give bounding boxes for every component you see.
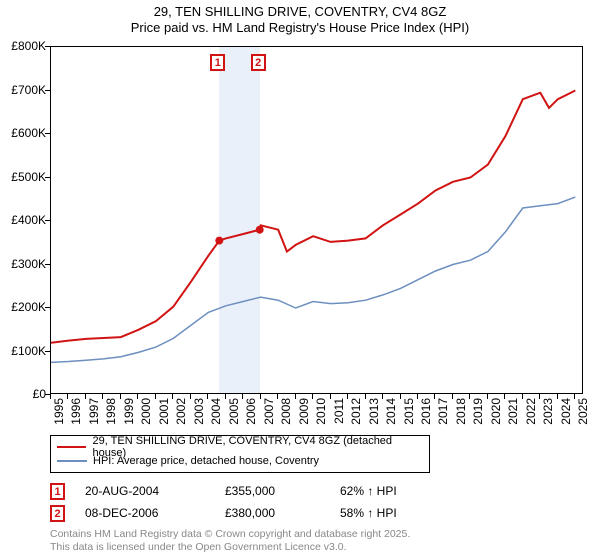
x-tick-label: 2012	[349, 398, 363, 428]
y-tick-label: £500K	[11, 170, 46, 184]
plot-area	[50, 46, 583, 394]
x-tick-label: 2013	[367, 398, 381, 428]
y-tick-label: £300K	[11, 257, 46, 271]
sale-row: 2 08-DEC-2006 £380,000 58% ↑ HPI	[50, 502, 440, 524]
x-tick-label: 2023	[541, 398, 555, 428]
y-tick-label: £600K	[11, 126, 46, 140]
legend-item-price-paid: 29, TEN SHILLING DRIVE, COVENTRY, CV4 8G…	[57, 440, 423, 454]
legend-label: HPI: Average price, detached house, Cove…	[93, 455, 319, 467]
x-tick-label: 2005	[227, 398, 241, 428]
x-tick-label: 2024	[559, 398, 573, 428]
sale-row: 1 20-AUG-2004 £355,000 62% ↑ HPI	[50, 480, 440, 502]
sale-hpi-relation: 58% ↑ HPI	[340, 506, 440, 520]
y-tick-label: £800K	[11, 39, 46, 53]
x-tick-label: 2025	[576, 398, 590, 428]
x-tick-label: 2019	[471, 398, 485, 428]
x-tick-label: 2009	[297, 398, 311, 428]
chart-title: 29, TEN SHILLING DRIVE, COVENTRY, CV4 8G…	[0, 0, 600, 37]
sale-hpi-relation: 62% ↑ HPI	[340, 484, 440, 498]
x-tick-label: 2014	[384, 398, 398, 428]
x-tick-label: 2000	[139, 398, 153, 428]
x-tick-label: 2010	[314, 398, 328, 428]
x-tick-label: 2016	[419, 398, 433, 428]
x-tick-label: 2017	[436, 398, 450, 428]
y-tick-label: £400K	[11, 213, 46, 227]
x-tick-label: 1996	[69, 398, 83, 428]
sale-dot	[215, 237, 223, 245]
sale-price: £380,000	[225, 506, 340, 520]
x-tick-label: 2001	[157, 398, 171, 428]
x-tick-label: 1995	[52, 398, 66, 428]
footer-attribution: Contains HM Land Registry data © Crown c…	[50, 528, 410, 554]
y-tick-label: £200K	[11, 300, 46, 314]
legend: 29, TEN SHILLING DRIVE, COVENTRY, CV4 8G…	[50, 435, 430, 473]
x-tick-label: 2015	[402, 398, 416, 428]
y-tick-label: £100K	[11, 344, 46, 358]
x-tick-label: 2003	[192, 398, 206, 428]
legend-swatch	[57, 460, 87, 462]
title-line-2: Price paid vs. HM Land Registry's House …	[0, 20, 600, 36]
series-price_paid	[51, 91, 575, 343]
x-tick-label: 2022	[524, 398, 538, 428]
x-tick-label: 1998	[104, 398, 118, 428]
legend-swatch	[57, 446, 86, 448]
sale-date: 20-AUG-2004	[85, 484, 225, 498]
x-tick-label: 2004	[209, 398, 223, 428]
x-tick-label: 2008	[279, 398, 293, 428]
x-tick-label: 2020	[489, 398, 503, 428]
sale-price: £355,000	[225, 484, 340, 498]
line-series-svg	[51, 47, 584, 395]
chart-container: 29, TEN SHILLING DRIVE, COVENTRY, CV4 8G…	[0, 0, 600, 560]
sale-marker-badge: 2	[50, 505, 65, 522]
sale-dot	[256, 226, 264, 234]
y-tick-label: £700K	[11, 83, 46, 97]
x-tick-label: 2007	[262, 398, 276, 428]
sale-date: 08-DEC-2006	[85, 506, 225, 520]
x-tick-label: 2011	[332, 398, 346, 428]
sale-marker-badge: 1	[50, 483, 65, 500]
footer-line-1: Contains HM Land Registry data © Crown c…	[50, 528, 410, 541]
x-tick-label: 2002	[174, 398, 188, 428]
series-hpi	[51, 197, 575, 362]
title-line-1: 29, TEN SHILLING DRIVE, COVENTRY, CV4 8G…	[0, 4, 600, 20]
footer-line-2: This data is licensed under the Open Gov…	[50, 541, 410, 554]
x-tick-label: 1997	[87, 398, 101, 428]
sale-marker-flag: 2	[251, 54, 266, 71]
y-tick-label: £0	[33, 387, 46, 401]
x-tick-label: 2021	[506, 398, 520, 428]
x-tick-label: 2006	[244, 398, 258, 428]
sales-table: 1 20-AUG-2004 £355,000 62% ↑ HPI 2 08-DE…	[50, 480, 440, 524]
x-tick-label: 1999	[122, 398, 136, 428]
sale-marker-flag: 1	[210, 54, 225, 71]
x-tick-label: 2018	[454, 398, 468, 428]
